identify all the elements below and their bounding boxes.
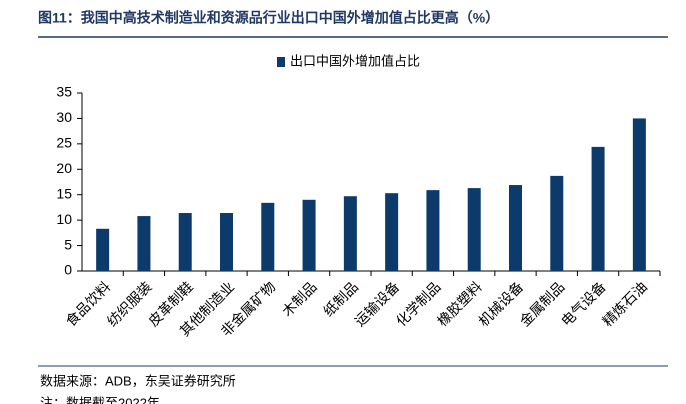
x-tick-label: 电气设备 [558,278,609,329]
x-tick-label: 橡胶塑料 [434,278,485,329]
x-tick-label: 金属制品 [517,278,568,329]
chart-title: 图11：我国中高技术制造业和资源品行业出口中国外增加值占比更高（%） [38,10,499,26]
source: 数据来源：ADB，东吴证券研究所 [40,373,236,388]
x-tick-label: 纺织服装 [104,278,155,329]
bar [550,175,564,271]
bar [220,213,233,271]
bar [261,202,275,271]
note: 注：数据截至2022年 [40,395,160,404]
bar [426,190,440,271]
y-tick-label: 15 [56,185,72,201]
x-tick-label: 食品饮料 [62,278,113,329]
y-tick-label: 10 [56,211,72,227]
legend-swatch [277,57,285,67]
bar [632,118,646,271]
legend-label: 出口中国外增加值占比 [290,53,420,68]
bar [96,228,110,271]
y-tick-label: 35 [56,84,72,100]
bar [178,213,192,271]
bar [509,185,522,271]
y-tick-label: 20 [56,160,72,176]
bar [467,188,481,271]
bar [591,146,605,271]
y-tick-label: 5 [64,236,72,252]
bar [302,199,316,271]
bar [385,193,399,271]
x-tick-label: 机械设备 [475,278,526,329]
y-tick-label: 30 [56,109,72,125]
y-tick-label: 0 [64,262,72,278]
bar [343,196,357,271]
bar [137,216,151,271]
x-tick-label: 运输设备 [351,278,402,329]
x-tick-label: 精炼石油 [599,278,650,329]
x-tick-label: 化学制品 [393,278,444,329]
y-tick-label: 25 [56,135,72,151]
x-tick-label: 木制品 [279,278,320,319]
